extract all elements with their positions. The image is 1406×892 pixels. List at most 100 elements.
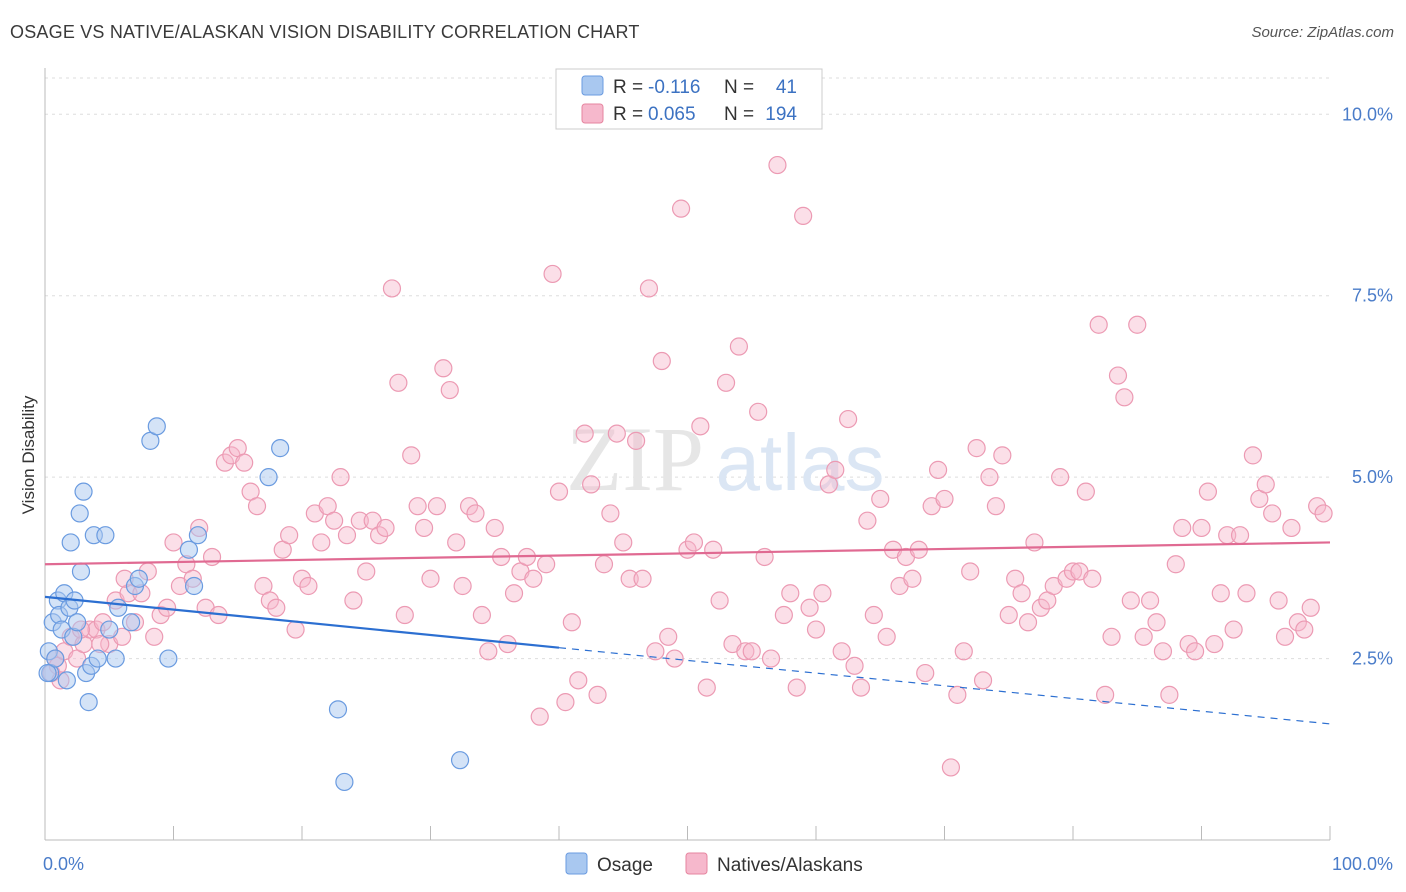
bottom-legend-swatch-natives [685,852,708,875]
natives-point-48 [344,591,363,610]
natives-point-186 [1230,526,1250,545]
natives-point-160 [1063,562,1083,581]
natives-point-66 [459,497,479,516]
bottom-legend: Osage Natives/Alaskans [565,852,863,876]
y-tick-label-1: 5.0% [1352,467,1393,487]
natives-point-110 [742,642,761,661]
natives-point-127 [851,678,871,697]
natives-point-185 [1224,620,1243,639]
natives-point-35 [260,591,279,610]
natives-point-41 [299,576,318,596]
natives-point-148 [986,497,1006,516]
natives-point-175 [1160,685,1179,704]
natives-point-143 [954,642,973,661]
natives-point-108 [729,337,749,356]
natives-point-170 [1128,315,1147,334]
natives-point-52 [370,526,389,545]
natives-point-39 [286,620,305,639]
natives-point-103 [697,678,716,697]
natives-point-192 [1269,591,1288,610]
axes [44,68,1331,841]
legend-r-label-natives: R = [613,104,643,125]
legend-n-label-osage: N = [724,77,754,98]
osage-point-30 [147,417,166,436]
natives-point-117 [787,678,806,697]
natives-point-97 [659,627,678,646]
natives-point-85 [582,475,601,494]
natives-point-46 [331,468,350,487]
natives-point-109 [736,642,755,661]
natives-point-128 [858,511,877,530]
natives-point-166 [1102,627,1121,646]
natives-point-146 [973,671,993,690]
natives-point-26 [202,547,222,567]
osage-point-32 [179,540,199,559]
watermark-zip: ZIP [566,408,704,510]
natives-point-174 [1153,642,1173,661]
osage-point-8 [57,671,76,690]
natives-point-199 [1314,504,1333,523]
natives-point-150 [999,605,1018,625]
natives-point-38 [280,526,299,545]
natives-point-33 [247,497,267,516]
osage-point-22 [96,526,115,545]
natives-point-93 [633,569,652,588]
bottom-legend-natives: Natives/Alaskans [717,855,863,876]
natives-point-193 [1275,627,1295,646]
osage-point-35 [259,468,278,487]
osage-point-38 [335,772,354,792]
y-tick-labels: 2.5% 5.0% 7.5% 10.0% [1342,104,1393,668]
natives-point-188 [1243,446,1263,465]
osage-point-33 [184,576,204,596]
osage-point-21 [88,649,107,668]
natives-point-64 [447,533,466,552]
natives-point-104 [704,540,723,559]
natives-point-81 [556,693,575,712]
osage-point-24 [106,649,125,668]
natives-point-95 [646,642,665,661]
natives-point-142 [948,685,967,704]
natives-point-54 [382,279,402,298]
natives-point-56 [395,605,414,625]
natives-point-102 [691,417,710,436]
natives-point-164 [1089,315,1108,334]
legend-r-value-natives: 0.065 [648,104,696,125]
osage-point-10 [61,533,80,552]
series-osage-points [38,417,470,792]
legend-n-label-natives: N = [724,104,754,125]
natives-point-187 [1237,584,1256,603]
natives-point-58 [408,497,427,516]
natives-point-190 [1256,475,1275,494]
natives-point-167 [1108,366,1128,385]
natives-point-62 [434,359,453,378]
osage-point-25 [109,598,128,617]
natives-point-101 [684,533,704,552]
natives-point-69 [479,642,498,661]
natives-point-17 [145,627,164,646]
natives-point-113 [761,649,781,668]
osage-point-39 [450,751,470,770]
natives-point-145 [967,439,986,458]
natives-point-183 [1211,584,1230,603]
natives-point-63 [440,380,459,400]
natives-point-80 [549,482,569,501]
natives-point-168 [1115,388,1134,407]
watermark: ZIP atlas [566,408,884,510]
natives-point-84 [575,424,594,443]
natives-point-79 [543,264,562,284]
natives-point-70 [485,518,504,538]
bottom-legend-osage: Osage [597,855,653,876]
legend-swatch-natives [581,103,604,124]
natives-point-178 [1179,634,1198,654]
natives-point-60 [421,569,440,588]
natives-point-99 [671,199,691,218]
osage-point-14 [70,504,89,523]
natives-point-20 [164,533,183,552]
natives-point-31 [235,453,254,472]
natives-point-163 [1083,569,1102,588]
natives-point-28 [215,453,234,472]
source-label: Source: ZipAtlas.com [1251,24,1394,41]
x-tick-label-1: 100.0% [1332,854,1393,874]
natives-point-61 [427,497,447,516]
natives-point-180 [1192,518,1211,538]
